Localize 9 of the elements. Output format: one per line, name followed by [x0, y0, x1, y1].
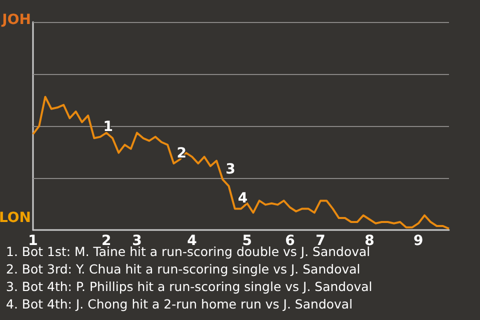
annotation: 3: [226, 161, 236, 178]
text: 4. Bot 4th: J. Chong hit a 2-run home run vs J. Sandoval: [6, 296, 353, 312]
annotation: 4: [238, 190, 248, 207]
text: LON: [0, 210, 32, 226]
x-tick-label: 9: [414, 233, 424, 249]
annotation: 1: [103, 118, 114, 135]
text: 2. Bot 3rd: Y. Chua hit a run-scoring single vs J. Sandoval: [6, 262, 360, 276]
text: JOH: [1, 12, 31, 28]
text: 3. Bot 4th: P. Phillips hit a run-scoring single vs J. Sandoval: [6, 279, 372, 294]
